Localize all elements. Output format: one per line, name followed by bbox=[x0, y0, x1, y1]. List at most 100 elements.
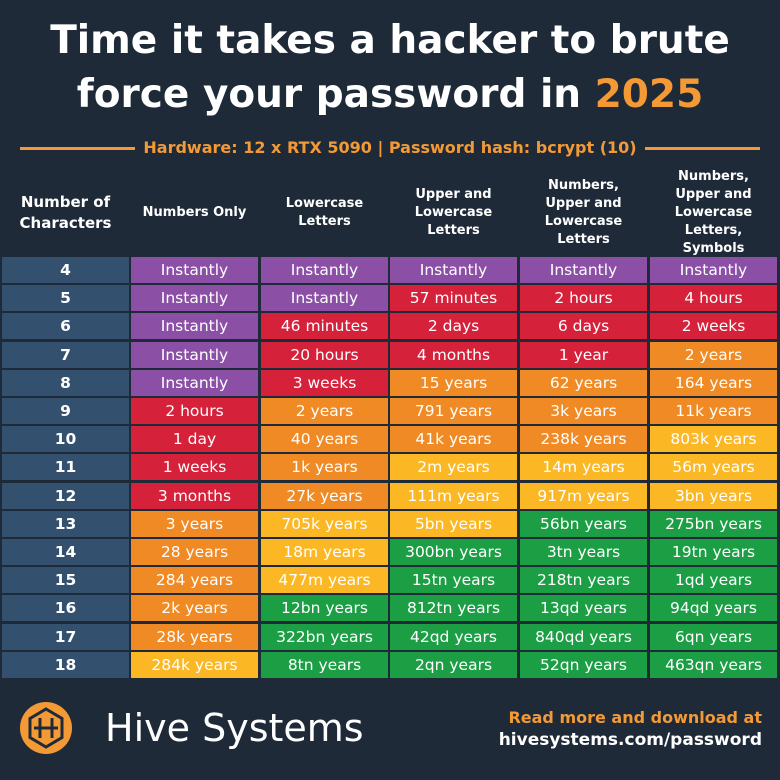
cell: 42qd years bbox=[390, 623, 517, 650]
row-label: 11 bbox=[2, 454, 129, 481]
cell: 2k years bbox=[131, 595, 258, 622]
cell: 322bn years bbox=[261, 623, 388, 650]
cell: 1qd years bbox=[650, 567, 777, 594]
cell: 3k years bbox=[520, 398, 647, 424]
cell: 46 minutes bbox=[261, 313, 388, 340]
cell: 218tn years bbox=[520, 567, 647, 594]
cell: 2 years bbox=[261, 398, 388, 424]
cell: 5bn years bbox=[390, 510, 517, 537]
cell: 284k years bbox=[131, 651, 258, 678]
cell: 1k years bbox=[261, 454, 388, 481]
row-label: 12 bbox=[2, 482, 129, 509]
column-header: Numbers Only bbox=[142, 205, 247, 220]
cell: 1 day bbox=[131, 426, 258, 453]
brand: Hive Systems bbox=[105, 706, 364, 750]
cell: 4 hours bbox=[650, 285, 777, 312]
logo bbox=[20, 702, 72, 754]
cell: 15tn years bbox=[390, 567, 517, 594]
cell: 111m years bbox=[390, 482, 517, 509]
subtitle: Hardware: 12 x RTX 5090 | Password hash:… bbox=[143, 138, 637, 157]
cell: 57 minutes bbox=[390, 285, 517, 312]
cell: 3bn years bbox=[650, 482, 777, 509]
cell: Instantly bbox=[131, 341, 258, 368]
row-label: 8 bbox=[2, 369, 129, 396]
cell: 13qd years bbox=[520, 595, 647, 622]
cell: 6qn years bbox=[650, 623, 777, 650]
cell: Instantly bbox=[261, 285, 388, 312]
cell: 812tn years bbox=[390, 595, 517, 622]
cell: 27k years bbox=[261, 482, 388, 509]
cell: Instantly bbox=[650, 257, 777, 283]
cell: 1 year bbox=[520, 341, 647, 368]
cell: 28k years bbox=[131, 623, 258, 650]
row-label: 6 bbox=[2, 313, 129, 340]
cell: 28 years bbox=[131, 539, 258, 565]
row-label: 14 bbox=[2, 539, 129, 565]
cell: 56m years bbox=[650, 454, 777, 481]
column-header: Numbers, Upper and Lowercase Letters, Sy… bbox=[674, 169, 753, 256]
cell: Instantly bbox=[131, 369, 258, 396]
cell: 3 months bbox=[131, 482, 258, 509]
cell: 11k years bbox=[650, 398, 777, 424]
cell: 20 hours bbox=[261, 341, 388, 368]
cell: 2 weeks bbox=[650, 313, 777, 340]
cell: 791 years bbox=[390, 398, 517, 424]
row-label: 7 bbox=[2, 341, 129, 368]
cell: 2 years bbox=[650, 341, 777, 368]
url: hivesystems.com/password bbox=[498, 730, 762, 750]
column-header: Upper and Lowercase Letters bbox=[414, 187, 493, 238]
cell: 300bn years bbox=[390, 539, 517, 565]
cell: 12bn years bbox=[261, 595, 388, 622]
cell: 3 years bbox=[131, 510, 258, 537]
cell: 803k years bbox=[650, 426, 777, 453]
row-label: 15 bbox=[2, 567, 129, 594]
cell: 41k years bbox=[390, 426, 517, 453]
cell: 62 years bbox=[520, 369, 647, 396]
cell: Instantly bbox=[131, 257, 258, 283]
cell: 477m years bbox=[261, 567, 388, 594]
cell: 840qd years bbox=[520, 623, 647, 650]
cell: 3 weeks bbox=[261, 369, 388, 396]
cell: 1 weeks bbox=[131, 454, 258, 481]
title: Time it takes a hacker to brute force yo… bbox=[0, 14, 780, 122]
cell: 15 years bbox=[390, 369, 517, 396]
rule bbox=[20, 147, 135, 150]
cell: 4 months bbox=[390, 341, 517, 368]
cell: 2 days bbox=[390, 313, 517, 340]
row-label: 10 bbox=[2, 426, 129, 453]
cell: 18m years bbox=[261, 539, 388, 565]
row-label: 18 bbox=[2, 651, 129, 678]
rule bbox=[645, 147, 760, 150]
cell: 56bn years bbox=[520, 510, 647, 537]
cell: 164 years bbox=[650, 369, 777, 396]
column-header: Lowercase Letters bbox=[285, 196, 364, 229]
column-header: Number of Characters bbox=[19, 193, 112, 232]
cell: 8tn years bbox=[261, 651, 388, 678]
row-label: 5 bbox=[2, 285, 129, 312]
cell: 705k years bbox=[261, 510, 388, 537]
row-label: 16 bbox=[2, 595, 129, 622]
title-year: 2025 bbox=[594, 72, 704, 117]
cell: 917m years bbox=[520, 482, 647, 509]
cell: 2m years bbox=[390, 454, 517, 481]
cell: Instantly bbox=[261, 257, 388, 283]
row-label: 9 bbox=[2, 398, 129, 424]
cell: 94qd years bbox=[650, 595, 777, 622]
cell: 2 hours bbox=[131, 398, 258, 424]
cell: 2qn years bbox=[390, 651, 517, 678]
cell: 40 years bbox=[261, 426, 388, 453]
column-header: Numbers, Upper and Lowercase Letters bbox=[544, 178, 623, 247]
cell: Instantly bbox=[390, 257, 517, 283]
cell: 3tn years bbox=[520, 539, 647, 565]
cta: Read more and download at bbox=[508, 708, 762, 727]
cell: 52qn years bbox=[520, 651, 647, 678]
row-label: 17 bbox=[2, 623, 129, 650]
cell: Instantly bbox=[520, 257, 647, 283]
row-label: 4 bbox=[2, 257, 129, 283]
cell: 6 days bbox=[520, 313, 647, 340]
cell: 19tn years bbox=[650, 539, 777, 565]
cell: 463qn years bbox=[650, 651, 777, 678]
cell: Instantly bbox=[131, 313, 258, 340]
cell: 2 hours bbox=[520, 285, 647, 312]
